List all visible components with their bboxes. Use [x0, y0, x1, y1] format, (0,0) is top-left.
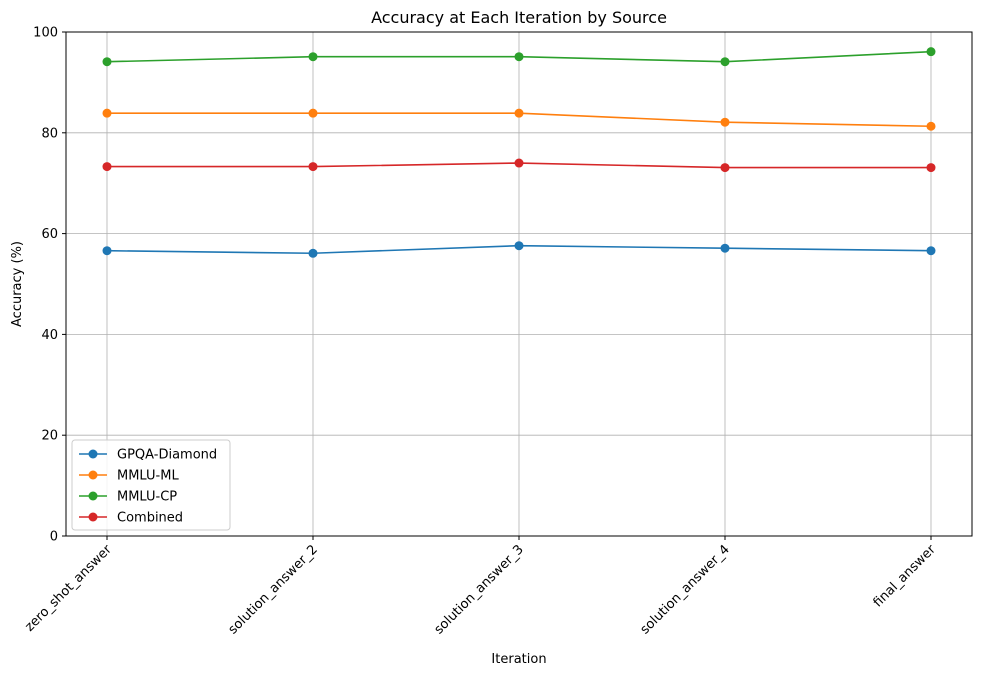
- data-point-combined: [514, 158, 524, 168]
- y-tick-label: 100: [33, 26, 58, 41]
- legend-swatch-marker: [88, 512, 98, 522]
- data-point-mmlu-cp: [514, 52, 524, 62]
- data-point-combined: [926, 163, 936, 173]
- y-tick-label: 80: [41, 126, 58, 141]
- y-axis-ticks: 0 20 40 60 80 100: [33, 26, 66, 545]
- x-tick-label: solution_answer_2: [226, 542, 321, 637]
- x-tick-label: zero_shot_answer: [22, 542, 115, 635]
- legend-item-label: MMLU-ML: [117, 469, 179, 484]
- chart-title: Accuracy at Each Iteration by Source: [371, 8, 667, 27]
- data-point-combined: [102, 162, 112, 172]
- y-axis-label: Accuracy (%): [10, 241, 25, 327]
- x-axis-label: Iteration: [491, 652, 546, 667]
- data-point-mmlu-ml: [514, 108, 524, 118]
- y-tick-label: 20: [41, 429, 58, 444]
- y-tick-label: 60: [41, 227, 58, 242]
- data-point-mmlu-ml: [926, 121, 936, 131]
- legend-swatch-marker: [88, 470, 98, 480]
- data-point-mmlu-ml: [102, 108, 112, 118]
- x-tick-label: final_answer: [871, 542, 940, 611]
- data-point-gpqa-diamond: [926, 246, 936, 256]
- legend-swatch-marker: [88, 449, 98, 459]
- data-point-combined: [308, 162, 318, 172]
- data-point-mmlu-cp: [102, 57, 112, 67]
- data-point-mmlu-cp: [308, 52, 318, 62]
- legend-item-label: Combined: [117, 511, 183, 526]
- data-point-gpqa-diamond: [308, 248, 318, 258]
- y-tick-label: 0: [50, 530, 58, 545]
- y-tick-label: 40: [41, 328, 58, 343]
- data-point-mmlu-cp: [926, 47, 936, 57]
- legend-box: [71, 439, 231, 531]
- series-points: [102, 47, 936, 258]
- legend-swatch-marker: [88, 491, 98, 501]
- x-tick-label: solution_answer_4: [638, 542, 733, 637]
- x-tick-label: solution_answer_3: [432, 542, 527, 637]
- data-point-gpqa-diamond: [102, 246, 112, 256]
- data-point-combined: [720, 163, 730, 173]
- data-point-mmlu-ml: [720, 117, 730, 127]
- data-point-gpqa-diamond: [514, 241, 524, 251]
- data-point-mmlu-ml: [308, 108, 318, 118]
- x-axis-ticks: zero_shot_answer solution_answer_2 solutio…: [22, 536, 939, 637]
- legend-item-label: MMLU-CP: [117, 490, 177, 505]
- legend-item-label: GPQA-Diamond: [117, 448, 217, 463]
- legend: GPQA-Diamond MMLU-ML MMLU-CP Combined: [71, 439, 231, 531]
- data-point-mmlu-cp: [720, 57, 730, 67]
- data-point-gpqa-diamond: [720, 243, 730, 253]
